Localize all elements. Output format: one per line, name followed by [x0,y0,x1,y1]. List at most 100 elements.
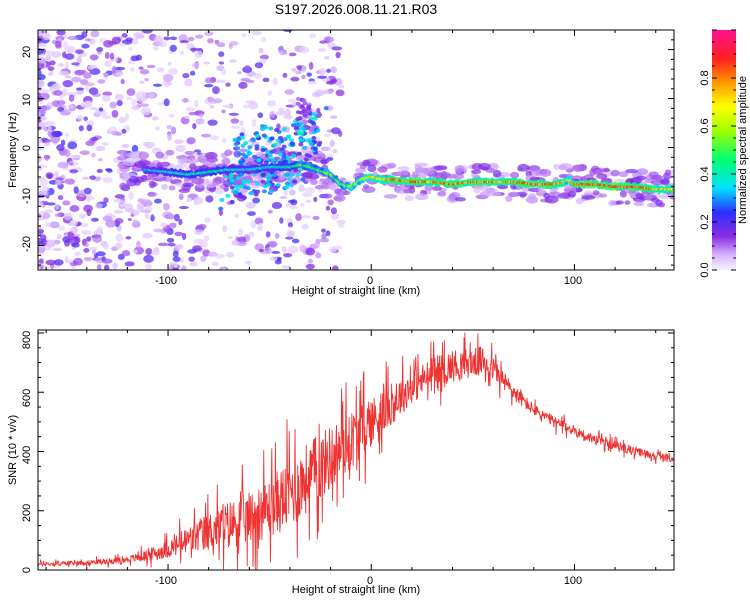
noise-blob [77,69,87,74]
noise-blob [327,199,334,206]
streak-blob [302,145,308,150]
upper-blob [295,96,301,101]
halo-blob [206,157,219,163]
noise-blob [42,32,51,41]
noise-blob [178,34,188,42]
noise-blob [330,66,337,74]
noise-blob [192,123,197,130]
noise-blob [76,115,84,122]
streak-blob [252,154,258,159]
halo-blob [377,166,388,173]
halo-blob [177,158,185,165]
noise-blob [84,38,91,42]
noise-blob [94,176,102,181]
halo-blob [363,184,370,189]
noise-blob [86,124,93,132]
noise-blob [125,37,133,42]
noise-blob [58,225,66,231]
noise-blob [335,89,345,97]
noise-blob [329,115,338,120]
noise-blob [290,76,300,82]
noise-blob [284,89,295,95]
y-tick-label: 200 [21,504,33,522]
noise-blob [165,149,175,156]
noise-blob [207,96,215,103]
noise-blob [118,43,127,47]
halo-blob [556,193,565,199]
noise-blob [325,80,336,85]
halo-blob [624,200,631,205]
noise-blob [121,143,130,149]
noise-blob [295,213,302,221]
snr-frame [37,329,675,571]
noise-blob [71,76,82,83]
streak-blob [298,137,304,142]
noise-blob [241,33,248,38]
noise-blob [257,112,264,119]
noise-blob [222,104,232,108]
noise-blob [102,72,110,77]
streak-blob [254,144,260,149]
halo-blob [404,195,414,202]
noise-blob [174,231,184,237]
noise-blob [83,248,90,253]
upper-blob [299,104,305,109]
noise-blob [305,247,316,256]
noise-blob [242,104,251,109]
noise-blob [323,56,330,60]
noise-blob [101,258,113,264]
noise-blob [126,88,136,96]
noise-blob [172,267,179,270]
noise-blob [163,36,171,41]
halo-blob [538,187,545,193]
noise-blob [76,56,82,65]
noise-blob [38,62,45,69]
streak-blob [274,128,280,133]
halo-blob [412,171,420,178]
streak-blob [281,155,287,160]
noise-blob [323,89,335,95]
noise-blob [73,257,83,266]
noise-blob [128,191,135,200]
streak-blob [269,150,275,155]
noise-blob [173,262,178,269]
halo-blob [433,165,448,171]
noise-blob [317,47,327,52]
noise-blob [335,51,341,59]
noise-blob [90,136,99,142]
noise-blob [167,61,172,66]
noise-blob [38,111,41,117]
noise-blob [230,118,240,124]
noise-blob [285,236,294,240]
streak-blob [275,183,281,188]
streak-blob [284,172,290,177]
streak-blob [298,142,304,147]
noise-blob [109,126,117,133]
noise-blob [38,139,43,144]
streak-blob [268,126,274,131]
upper-blob [302,113,308,118]
noise-blob [64,53,75,60]
noise-blob [84,82,95,87]
noise-blob [39,116,48,121]
noise-blob [58,99,65,108]
noise-blob [245,100,256,105]
halo-blob [643,194,653,201]
frequency-ridge [141,160,674,195]
halo-blob [448,193,457,202]
y-tick-label: 0 [21,567,33,573]
noise-blob [38,57,46,64]
noise-blob [178,205,189,210]
halo-blob [127,152,140,159]
noise-blob [189,47,201,52]
noise-blob [92,235,103,243]
noise-blob [121,128,127,134]
noise-blob [204,31,214,36]
noise-blob [116,100,123,107]
streak-blob [268,189,274,194]
streak-blob [282,137,288,142]
noise-blob [112,262,118,270]
noise-blob [98,107,104,112]
noise-blob [265,231,271,238]
noise-blob [254,243,265,251]
